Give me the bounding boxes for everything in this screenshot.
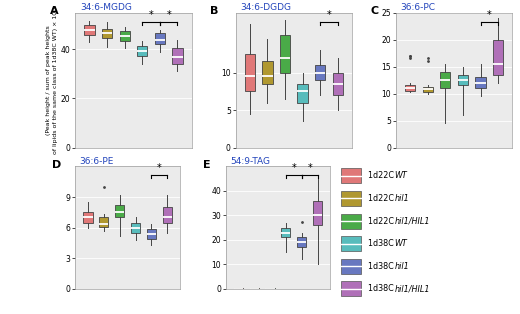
Y-axis label: (Peak height / sum of peak heights
of lipids of the same class of 1d38C WT) × 10: (Peak height / sum of peak heights of li… [46,7,58,154]
Bar [137,46,147,56]
Text: WT: WT [395,171,408,180]
Text: 1d38C: 1d38C [368,239,396,248]
Text: WT: WT [395,239,408,248]
Bar [280,35,290,73]
Text: 1d38C: 1d38C [368,284,396,293]
Text: 36:6-PC: 36:6-PC [401,3,436,12]
Text: *: * [307,164,312,173]
Bar [493,40,503,75]
Text: *: * [157,164,162,173]
Bar [245,54,255,91]
Text: C: C [370,6,379,16]
Bar [131,223,140,233]
Bar [405,85,415,91]
Text: D: D [53,160,62,170]
Text: hil1: hil1 [395,262,409,271]
Bar [297,237,306,247]
Bar [313,201,322,225]
Bar [281,228,291,237]
Bar [333,73,343,95]
Bar [173,48,183,64]
Text: *: * [327,10,331,20]
Text: 34:6-DGDG: 34:6-DGDG [240,3,291,12]
Text: 1d22C: 1d22C [368,194,396,203]
Text: E: E [203,160,211,170]
Text: B: B [210,6,218,16]
Bar [102,29,112,38]
Text: *: * [487,10,492,20]
Bar [423,87,433,92]
Text: hil1/HIL1: hil1/HIL1 [395,217,430,225]
Text: 1d38C: 1d38C [368,262,396,271]
Bar [155,33,165,45]
Bar [147,229,156,239]
Text: *: * [149,10,153,20]
Bar [99,217,109,227]
Bar [297,84,308,103]
Text: *: * [166,10,171,20]
Text: 36:6-PE: 36:6-PE [80,157,114,166]
Bar [475,77,486,88]
Text: 34:6-MGDG: 34:6-MGDG [80,3,132,12]
Bar [120,31,130,41]
Text: A: A [50,6,58,16]
Bar [315,65,326,80]
Text: *: * [291,164,296,173]
Bar [84,212,93,223]
Text: 54:9-TAG: 54:9-TAG [230,157,270,166]
Bar [440,72,450,88]
Text: hil1/HIL1: hil1/HIL1 [395,284,430,293]
Bar [458,75,468,85]
Text: 1d22C: 1d22C [368,217,396,225]
Bar [115,205,124,217]
Text: hil1: hil1 [395,194,409,203]
Text: 1d22C: 1d22C [368,171,396,180]
Bar [163,207,172,223]
Bar [262,61,272,84]
Bar [84,25,95,35]
